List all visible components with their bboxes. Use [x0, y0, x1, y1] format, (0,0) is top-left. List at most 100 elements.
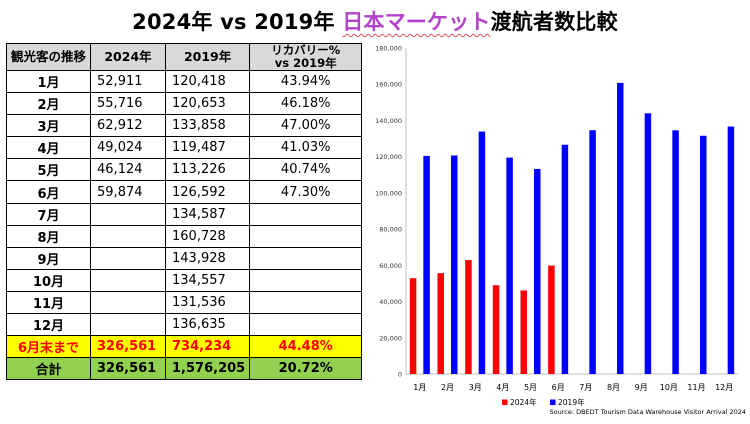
value-2024-cell [90, 313, 167, 337]
y-tick-label: 80,000 [379, 226, 402, 234]
value-2024-cell: 55,716 [90, 92, 167, 116]
value-2024-cell [90, 268, 167, 292]
total-row: 合計 326,561 1,576,205 20.72% [5, 357, 363, 381]
y-tick-label: 160,000 [375, 81, 402, 89]
bar-2019 [617, 82, 624, 374]
month-cell: 7月 [5, 202, 92, 226]
table-row: 5月 46,124 113,226 40.74% [5, 158, 363, 182]
legend-swatch-2024 [502, 399, 508, 405]
value-2019-cell: 120,653 [165, 92, 251, 116]
recovery-cell: 43.94% [249, 69, 363, 94]
recovery-cell [249, 313, 363, 337]
y-tick-label: 140,000 [375, 117, 402, 125]
legend-label: 2024年 [510, 397, 537, 407]
table-row: 6月 59,874 126,592 47.30% [5, 180, 363, 204]
month-cell: 8月 [5, 224, 92, 248]
bar-2019 [534, 168, 541, 374]
bar-2024 [520, 290, 527, 374]
bar-2019 [644, 113, 652, 375]
x-tick-label: 4月 [496, 383, 509, 392]
table-row: 4月 49,024 119,487 41.03% [5, 136, 363, 160]
x-tick-label: 3月 [469, 383, 482, 392]
recovery-cell [249, 246, 363, 270]
recovery-cell [249, 268, 363, 292]
value-2019-cell: 131,536 [165, 290, 251, 315]
x-tick-label: 10月 [660, 383, 678, 392]
value-2024-cell [90, 202, 167, 226]
x-tick-label: 6月 [552, 383, 565, 392]
bar-2019 [423, 155, 430, 374]
bar-2024 [409, 278, 417, 374]
subtotal-row-2024: 326,561 [90, 335, 167, 359]
value-2019-cell: 143,928 [165, 246, 251, 270]
recovery-cell [249, 290, 363, 315]
bar-chart: 0 20,000 40,000 60,000 80,000 100,000 120,000 1… [375, 45, 747, 417]
month-cell: 11月 [5, 290, 92, 315]
table-header-row: 観光客の推移 2024年 2019年 リカバリー% vs 2019年 [5, 43, 363, 71]
header-visitor-trend: 観光客の推移 [5, 43, 92, 71]
header-2024: 2024年 [90, 43, 167, 71]
value-2024-cell [90, 290, 167, 315]
recovery-cell: 46.18% [249, 92, 363, 116]
x-tick-label: 2月 [441, 383, 454, 392]
month-cell: 5月 [5, 158, 92, 182]
x-tick-label: 1月 [413, 383, 426, 392]
header-2019: 2019年 [165, 43, 251, 71]
bar-2019 [589, 130, 596, 374]
value-2024-cell: 46,124 [90, 158, 167, 182]
value-2019-cell: 136,635 [165, 313, 251, 337]
value-2024-cell: 52,911 [90, 69, 167, 94]
value-2019-cell: 126,592 [165, 180, 251, 204]
month-cell: 2月 [5, 92, 92, 116]
table-row: 8月 160,728 [5, 224, 363, 248]
table-row: 3月 62,912 133,858 47.00% [5, 114, 363, 138]
x-tick-label: 9月 [635, 383, 648, 392]
value-2024-cell: 49,024 [90, 136, 167, 160]
bar-2019 [672, 130, 679, 374]
bar-2024 [548, 265, 555, 374]
recovery-cell: 47.30% [249, 180, 363, 204]
value-2019-cell: 160,728 [165, 224, 251, 248]
subtotal-row: 6月末まで 326,561 734,234 44.48% [5, 335, 363, 359]
table-body: 1月 52,911 120,418 43.94% 2月 55,716 120,653 46.1… [5, 69, 363, 381]
title-prefix: 2024年 vs 2019年 [132, 10, 343, 34]
title-suffix: 渡航者数比較 [490, 10, 618, 34]
x-tick-label: 7月 [579, 383, 592, 392]
bar-2024 [465, 260, 472, 374]
source-note: Source: DBEDT Tourism Data Warehouse Vis… [550, 408, 747, 416]
recovery-cell [249, 202, 363, 226]
month-cell: 6月 [5, 180, 92, 204]
bar-2024 [437, 273, 444, 374]
bar-2024 [492, 285, 500, 374]
value-2019-cell: 120,418 [165, 69, 251, 94]
bar-2019 [506, 157, 513, 374]
month-cell: 10月 [5, 268, 92, 292]
value-2019-cell: 134,557 [165, 268, 251, 292]
table-row: 10月 134,557 [5, 268, 363, 292]
value-2019-cell: 119,487 [165, 136, 251, 160]
recovery-cell [249, 224, 363, 248]
total-row-recovery: 20.72% [249, 357, 363, 381]
recovery-cell: 47.00% [249, 114, 363, 138]
recovery-cell: 40.74% [249, 158, 363, 182]
total-row-2019: 1,576,205 [165, 357, 251, 381]
total-row-2024: 326,561 [90, 357, 167, 381]
x-tick-label: 12月 [715, 383, 733, 392]
y-tick-label: 100,000 [375, 189, 402, 197]
table-row: 7月 134,587 [5, 202, 363, 226]
subtotal-row-2019: 734,234 [165, 335, 251, 359]
y-tick-label: 0 [398, 371, 402, 379]
x-tick-label: 5月 [524, 383, 537, 392]
bar-2019 [700, 135, 707, 374]
title-highlight: 日本マーケット [342, 10, 491, 34]
table-row: 1月 52,911 120,418 43.94% [5, 69, 363, 94]
table-row: 12月 136,635 [5, 313, 363, 337]
recovery-cell: 41.03% [249, 136, 363, 160]
page-title: 2024年 vs 2019年 日本マーケット渡航者数比較 [0, 6, 750, 36]
value-2024-cell [90, 224, 167, 248]
total-row-label: 合計 [5, 357, 92, 381]
bar-2019 [451, 155, 458, 374]
value-2019-cell: 113,226 [165, 158, 251, 182]
x-tick-label: 8月 [607, 383, 620, 392]
bar-2019 [478, 131, 486, 374]
